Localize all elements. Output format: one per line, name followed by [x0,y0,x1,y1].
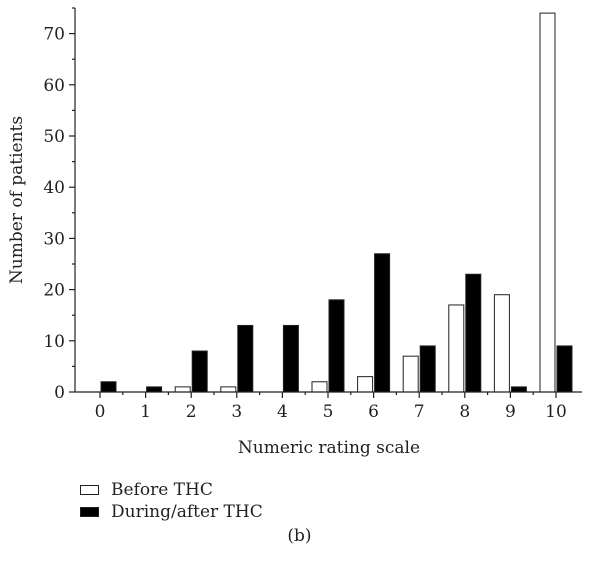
y-tick-label: 40 [43,178,65,198]
bar-during-after-thc-10 [556,345,573,393]
bar-during-after-thc-8 [465,273,482,393]
x-axis-ticks: 0 1 2 3 4 5 6 7 8 9 10 [95,392,567,422]
x-tick-label: 1 [140,402,151,422]
x-tick-label: 10 [545,402,567,422]
bar-before-thc-8 [448,304,465,393]
bar-during-after-thc-9 [510,386,527,393]
y-tick-label: 60 [43,76,65,96]
bar-during-after-thc-3 [237,324,254,393]
x-tick-label: 4 [277,402,288,422]
x-axis-label: Numeric rating scale [238,438,420,458]
x-tick-label: 8 [459,402,470,422]
bar-chart: 0 10 20 30 40 50 60 70 0 1 2 3 4 5 6 7 8 9 10 Number of p… [7,7,582,458]
legend-label-during-after-thc: During/after THC [111,502,263,522]
x-tick-label: 9 [505,402,516,422]
bar-before-thc-2 [174,386,191,393]
y-tick-label: 0 [54,383,65,403]
y-axis-ticks: 0 10 20 30 40 50 60 70 [43,7,75,403]
x-tick-label: 5 [323,402,334,422]
bar-before-thc-10 [539,12,556,393]
bar-during-after-thc-2 [191,350,208,393]
panel-label: (b) [287,526,312,546]
y-tick-label: 10 [43,332,65,352]
legend-item-before-thc: Before THC [80,480,213,500]
y-tick-label: 30 [43,229,65,249]
x-tick-label: 6 [368,402,379,422]
legend-label-before-thc: Before THC [111,480,213,500]
bar-during-after-thc-7 [419,345,436,393]
x-tick-label: 0 [95,402,106,422]
y-tick-label: 50 [43,127,65,147]
y-tick-label: 20 [43,281,65,301]
bar-before-thc-3 [220,386,237,393]
bar-series [100,12,573,393]
x-tick-label: 2 [186,402,197,422]
y-tick-label: 70 [43,25,65,45]
x-tick-label: 3 [231,402,242,422]
legend-swatch-during-after-thc [80,507,99,517]
bar-during-after-thc-5 [328,299,345,393]
y-axis-label: Number of patients [7,116,27,284]
bar-before-thc-9 [493,294,510,393]
bar-during-after-thc-4 [282,324,299,393]
bar-before-thc-6 [357,376,374,393]
bar-during-after-thc-0 [100,381,117,393]
legend-swatch-before-thc [80,485,99,495]
bar-during-after-thc-1 [146,386,163,393]
bar-before-thc-7 [402,355,419,393]
bar-during-after-thc-6 [374,253,391,393]
legend-item-during-after-thc: During/after THC [80,502,263,522]
x-tick-label: 7 [414,402,425,422]
bar-before-thc-5 [311,381,328,393]
